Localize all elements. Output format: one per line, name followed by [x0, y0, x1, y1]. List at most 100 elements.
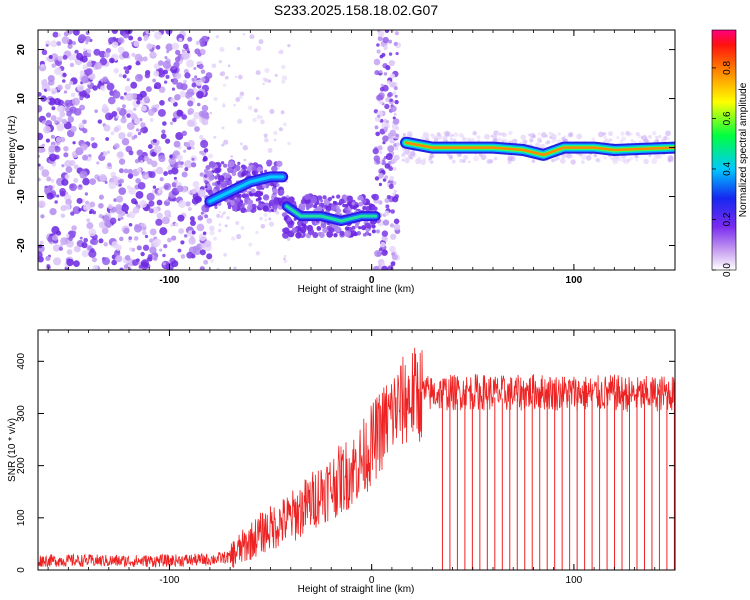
spectrogram-dot [342, 203, 346, 208]
spectrogram-dot [209, 230, 215, 236]
spectrogram-dot [112, 90, 121, 99]
spectrogram-y-ticks: -20 -10 0 10 20 [16, 44, 675, 253]
snr-y-tick-label: 300 [16, 405, 27, 422]
spectrogram-dot [214, 167, 221, 174]
spectrogram-dot [388, 52, 393, 56]
spectrogram-dot [111, 241, 119, 248]
spectrogram-dot [394, 146, 399, 151]
spectrogram-dot [598, 131, 604, 138]
spectrogram-dot [60, 213, 66, 218]
spectrogram-dot [204, 180, 208, 184]
spectrogram-dot [78, 184, 82, 188]
spectrogram-dot [247, 105, 253, 111]
spectrogram-dot [358, 201, 364, 207]
spectrogram-dot [507, 160, 512, 165]
spectrogram-dot [71, 41, 77, 46]
spectrogram-dot [258, 200, 262, 204]
spectrogram-dot [192, 245, 199, 252]
spectrogram-dot [159, 100, 165, 106]
spectrogram-dot [402, 133, 407, 137]
spectrogram-dot [281, 64, 286, 70]
spectrogram-dot [313, 204, 318, 209]
spectrogram-dot [99, 173, 107, 182]
spectrogram-dot [364, 222, 371, 229]
spectrogram-dot [105, 137, 110, 141]
spectrogram-dot [510, 156, 516, 162]
spectrogram-dot [183, 234, 188, 238]
spectrogram-dot [103, 51, 110, 58]
spectrogram-dot [60, 237, 68, 246]
spectrogram-dot [149, 117, 154, 122]
spectrogram-dot [50, 134, 56, 140]
spectrogram-dot [382, 178, 387, 182]
spectrogram-dot [255, 96, 260, 101]
spectrogram-dot [92, 210, 97, 215]
spectrogram-dot [85, 30, 90, 35]
spectrogram-dot [52, 163, 56, 167]
spectrogram-dot [70, 92, 76, 98]
spectrogram-dot [148, 200, 155, 207]
spectrogram-dot [62, 72, 67, 78]
spectrogram-dot [137, 36, 142, 42]
spectrogram-dot [159, 177, 164, 182]
spectrogram-dot [255, 251, 261, 256]
spectrogram-dot [102, 76, 108, 83]
spectrogram-dot [392, 166, 397, 172]
spectrogram-dot [199, 249, 206, 256]
spectrogram-dot [382, 36, 389, 44]
spectrogram-dot [495, 130, 501, 136]
spectrogram-dot [100, 152, 104, 156]
spectrogram-dot [393, 189, 397, 193]
spectrogram-dot [162, 262, 166, 266]
spectrogram-dot [408, 154, 412, 158]
spectrogram-dot [382, 135, 389, 142]
spectrogram-dot [107, 204, 113, 210]
spectrogram-dot [70, 125, 77, 133]
spectrogram-dot [237, 201, 243, 208]
spectrogram-dot [603, 156, 607, 160]
spectrogram-dot [58, 246, 64, 251]
spectrogram-dot [391, 254, 398, 261]
spectrogram-dot [46, 99, 50, 103]
spectrogram-dot [256, 166, 263, 173]
spectrogram-dot [222, 102, 226, 106]
spectrogram-dot [237, 161, 241, 165]
spectrogram-dot [242, 145, 248, 151]
spectrogram-dot [165, 43, 174, 52]
spectrogram-dot [65, 233, 70, 238]
spectrogram-dot [80, 143, 88, 151]
spectrogram-dot [671, 159, 674, 163]
spectrogram-dot [164, 138, 171, 144]
spectrogram-dot [192, 117, 197, 122]
spectrogram-dot [380, 242, 386, 248]
spectrogram-dot [191, 77, 195, 82]
spectrogram-dot [191, 82, 197, 88]
spectrogram-dot [174, 222, 179, 227]
spectrogram-dot [391, 158, 397, 164]
spectrogram-dot [98, 194, 104, 200]
spectrogram-dot [70, 211, 75, 216]
spectrogram-dot [341, 194, 348, 201]
spectrogram-dot [648, 154, 652, 158]
spectrogram-dot [157, 109, 166, 117]
spectrogram-dot [162, 69, 169, 75]
spectrogram-dot [203, 148, 209, 153]
spectrogram-dot [135, 73, 143, 82]
spectrogram-dot [228, 180, 233, 185]
spectrogram-dot [132, 259, 139, 266]
spectrogram-dot [134, 118, 141, 125]
spectrogram-dot [250, 188, 256, 194]
spectrogram-dot [117, 180, 122, 184]
spectrogram-dot [97, 119, 103, 124]
spectrogram-dot [581, 160, 585, 164]
spectrogram-dot [393, 112, 397, 116]
spectrogram-dot [109, 217, 117, 225]
spectrogram-dot [252, 117, 257, 123]
spectrogram-dot [79, 104, 86, 111]
spectrogram-dot [205, 164, 211, 171]
spectrogram-dot [38, 177, 41, 182]
spectrogram-dot [392, 118, 400, 125]
spectrogram-dot [368, 233, 372, 237]
spectrogram-dot [72, 230, 77, 235]
spectrogram-dot [152, 78, 157, 83]
